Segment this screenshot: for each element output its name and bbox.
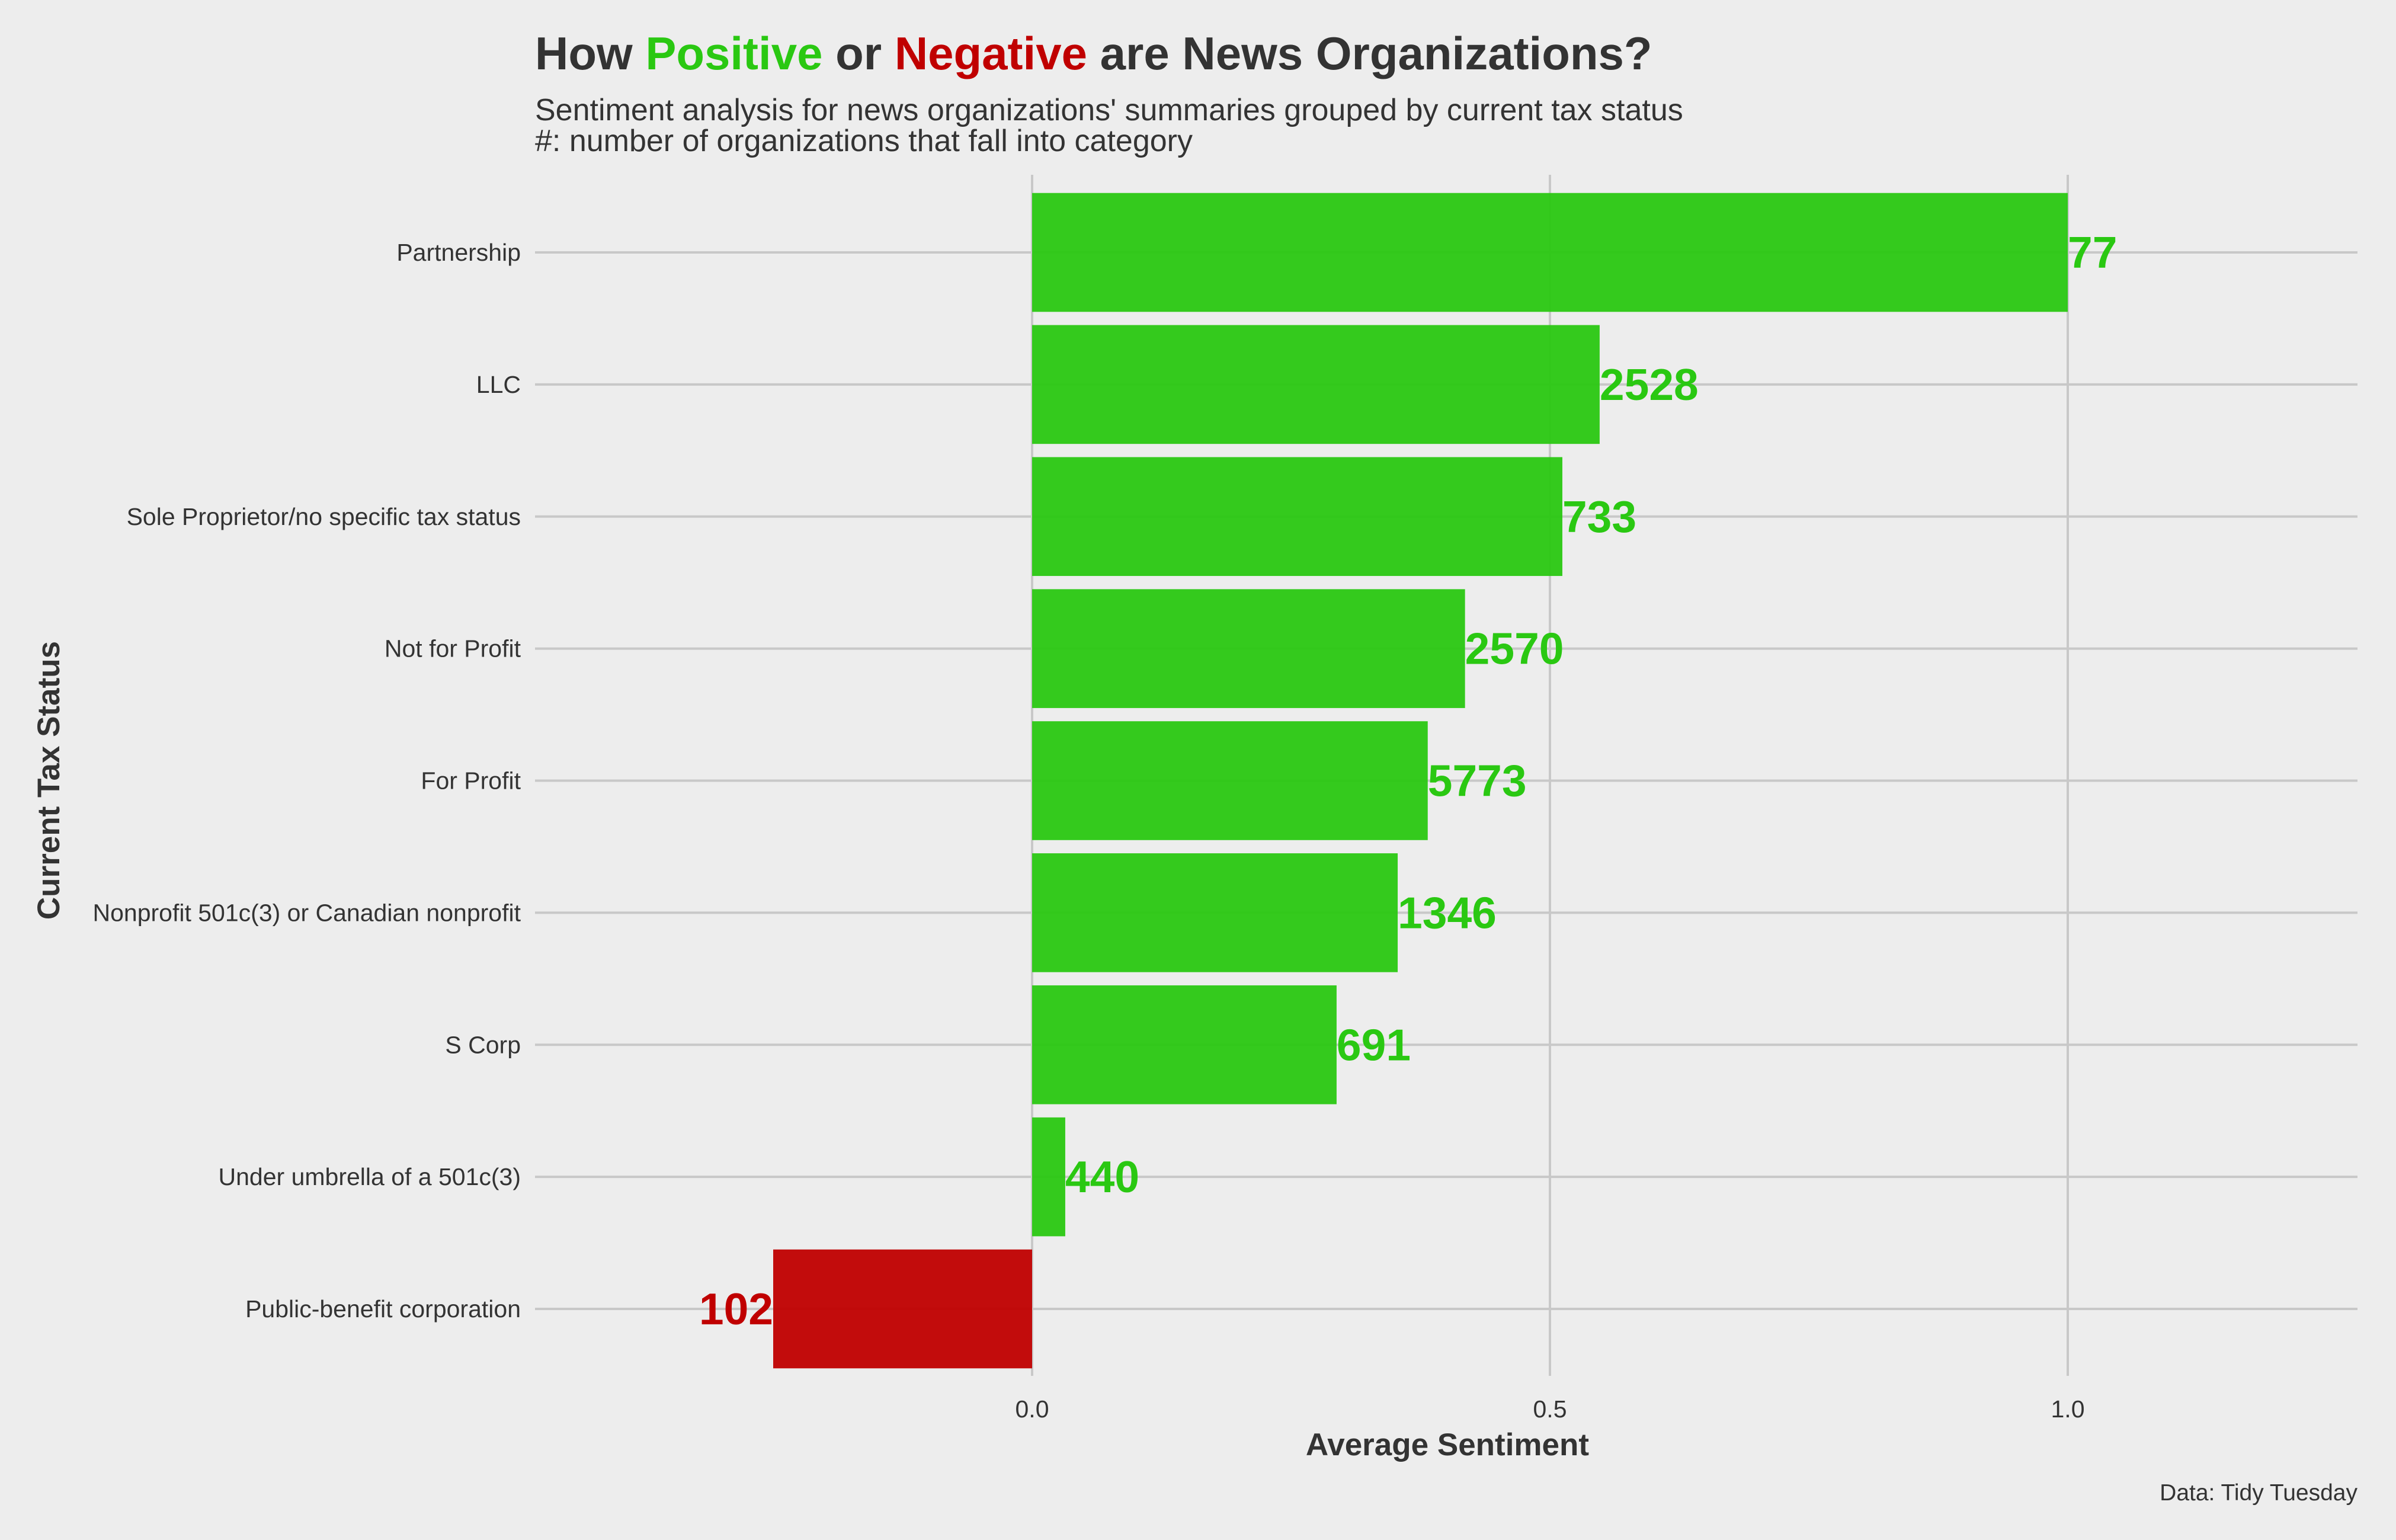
y-axis-title: Current Tax Status — [31, 641, 66, 920]
count-label-3: 2570 — [1465, 624, 1564, 674]
category-label-8: Public-benefit corporation — [245, 1295, 521, 1323]
chart-subtitle-line-1: Sentiment analysis for news organization… — [535, 93, 1683, 127]
bar-2 — [1032, 457, 1562, 577]
bar-1 — [1032, 325, 1600, 444]
chart-caption: Data: Tidy Tuesday — [2160, 1480, 2357, 1506]
chart-title: How Positive or Negative are News Organi… — [535, 27, 1652, 79]
x-tick-labels: 0.0 0.5 1.0 — [1016, 1395, 2085, 1423]
bar-4 — [1032, 721, 1428, 840]
category-label-2: Sole Proprietor/no specific tax status — [127, 503, 521, 530]
count-label-6: 691 — [1337, 1020, 1411, 1070]
chart-subtitle-line-2: #: number of organizations that fall int… — [535, 124, 1193, 158]
data-labels: 77 2528 733 2570 5773 1346 691 440 102 — [699, 228, 2118, 1334]
chart-title-part-1: Positive — [645, 27, 822, 79]
category-label-4: For Profit — [421, 767, 521, 795]
x-tick-label-2: 1.0 — [2051, 1395, 2085, 1423]
x-axis-title: Average Sentiment — [1306, 1427, 1589, 1462]
count-label-5: 1346 — [1398, 888, 1497, 937]
category-labels: Partnership LLC Sole Proprietor/no specifi… — [93, 239, 521, 1323]
chart-title-part-2: or — [822, 27, 894, 79]
bar-8 — [773, 1249, 1032, 1369]
bar-0 — [1032, 193, 2068, 312]
count-label-7: 440 — [1065, 1152, 1139, 1202]
count-label-8: 102 — [699, 1284, 773, 1334]
bars — [773, 193, 2068, 1369]
category-label-6: S Corp — [445, 1031, 521, 1058]
count-label-1: 2528 — [1600, 360, 1699, 409]
x-tick-label-1: 0.5 — [1533, 1395, 1567, 1423]
x-tick-label-0: 0.0 — [1016, 1395, 1049, 1423]
chart-title-part-0: How — [535, 27, 645, 79]
chart-title-part-4: are News Organizations? — [1087, 27, 1652, 79]
bar-3 — [1032, 589, 1465, 708]
category-label-3: Not for Profit — [385, 635, 521, 662]
bar-6 — [1032, 985, 1337, 1104]
category-label-1: LLC — [476, 371, 521, 398]
count-label-2: 733 — [1562, 492, 1636, 542]
bar-7 — [1032, 1117, 1065, 1237]
gridlines — [535, 175, 2357, 1376]
category-label-7: Under umbrella of a 501c(3) — [219, 1163, 521, 1190]
category-label-5: Nonprofit 501c(3) or Canadian nonprofit — [93, 899, 521, 926]
bar-5 — [1032, 853, 1398, 972]
category-label-0: Partnership — [396, 239, 521, 266]
count-label-0: 77 — [2068, 228, 2117, 277]
count-label-4: 5773 — [1428, 756, 1527, 806]
chart-title-part-3: Negative — [895, 27, 1087, 79]
